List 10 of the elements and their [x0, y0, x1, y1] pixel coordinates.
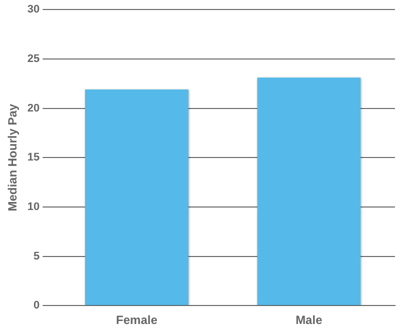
y-tick-label: 15 — [27, 152, 40, 164]
y-tick-label: 30 — [27, 4, 40, 16]
y-tick-label: 20 — [27, 102, 40, 114]
y-tick-label: 25 — [27, 52, 40, 65]
y-axis-title: Median Hourly Pay — [6, 104, 20, 212]
x-tick-label: Male — [296, 313, 323, 328]
y-tick-label: 10 — [27, 200, 40, 213]
y-tick-label: 0 — [34, 300, 40, 312]
y-tick-label: 5 — [34, 250, 40, 262]
x-tick-label: Female — [116, 313, 158, 328]
